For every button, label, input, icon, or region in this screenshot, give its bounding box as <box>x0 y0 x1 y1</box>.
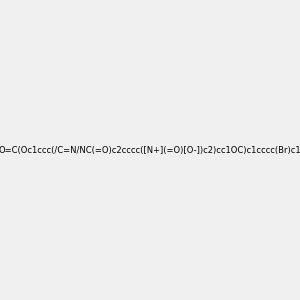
Text: O=C(Oc1ccc(/C=N/NC(=O)c2cccc([N+](=O)[O-])c2)cc1OC)c1cccc(Br)c1: O=C(Oc1ccc(/C=N/NC(=O)c2cccc([N+](=O)[O-… <box>0 146 300 154</box>
